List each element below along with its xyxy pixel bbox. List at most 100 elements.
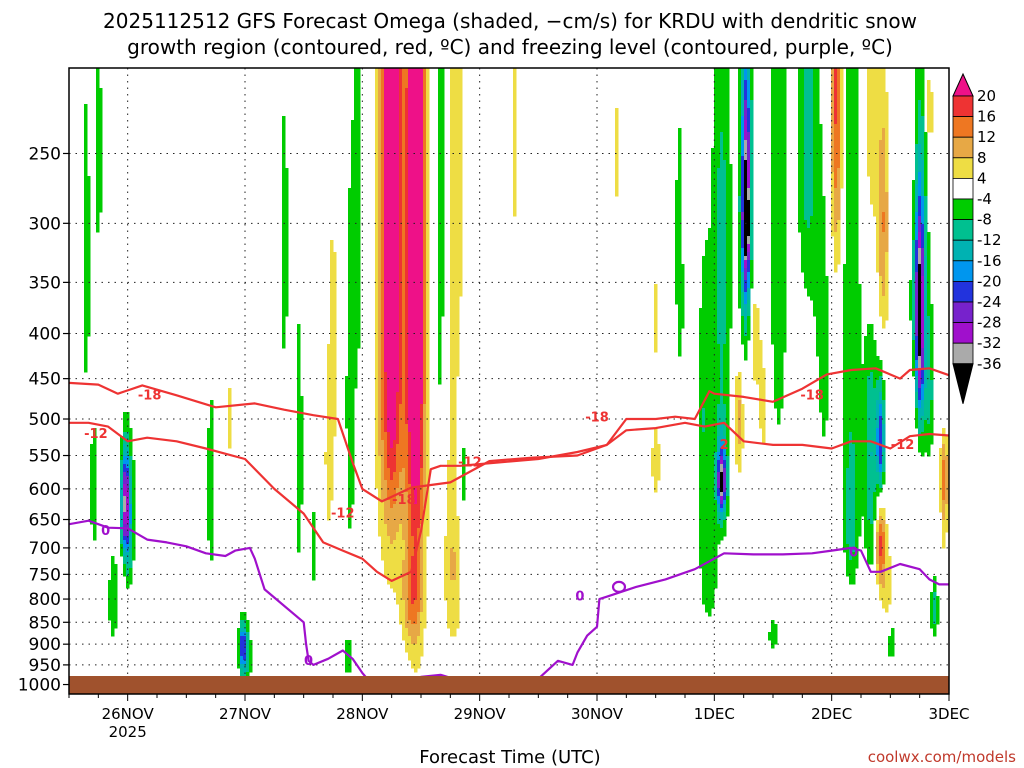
omega-cell [375, 88, 379, 93]
omega-cell [285, 312, 289, 317]
omega-cell [708, 360, 712, 365]
omega-cell [438, 308, 442, 313]
omega-cell [417, 220, 421, 225]
omega-cell [387, 172, 391, 177]
omega-cell [387, 324, 391, 329]
omega-cell [678, 336, 682, 341]
omega-cell [390, 72, 394, 77]
omega-cell [387, 400, 391, 405]
omega-cell [282, 264, 286, 269]
omega-cell [708, 368, 712, 373]
omega-cell [453, 504, 457, 509]
omega-cell [426, 324, 430, 329]
omega-cell [93, 508, 97, 513]
omega-cell [405, 280, 409, 285]
omega-cell [327, 380, 331, 385]
omega-cell [405, 376, 409, 381]
omega-cell [240, 612, 244, 617]
omega-cell [414, 108, 418, 113]
omega-cell [702, 540, 706, 545]
omega-cell [678, 172, 682, 177]
omega-cell [711, 148, 715, 153]
omega-cell [420, 264, 424, 269]
omega-cell [84, 184, 88, 189]
omega-cell [417, 204, 421, 209]
omega-cell [417, 480, 421, 485]
omega-cell [87, 208, 91, 213]
omega-cell [399, 212, 403, 217]
omega-cell [426, 200, 430, 205]
omega-cell [111, 592, 115, 597]
omega-cell [705, 328, 709, 333]
omega-cell [705, 452, 709, 457]
omega-cell [681, 304, 685, 309]
omega-cell [702, 264, 706, 269]
omega-cell [654, 288, 658, 293]
omega-cell [414, 572, 418, 577]
omega-cell [411, 624, 415, 629]
omega-cell [402, 428, 406, 433]
omega-cell [459, 128, 463, 133]
omega-cell [84, 180, 88, 185]
omega-cell [705, 360, 709, 365]
omega-cell [408, 500, 412, 505]
omega-cell [396, 188, 400, 193]
omega-cell [390, 272, 394, 277]
omega-cell [396, 256, 400, 261]
omega-cell [447, 496, 451, 501]
omega-cell [393, 328, 397, 333]
omega-cell [411, 552, 415, 557]
omega-cell [420, 280, 424, 285]
omega-cell [351, 432, 355, 437]
omega-cell [237, 644, 241, 649]
omega-cell [129, 532, 133, 537]
omega-cell [387, 124, 391, 129]
omega-cell [246, 624, 250, 629]
omega-cell [351, 236, 355, 241]
omega-cell [384, 568, 388, 573]
omega-cell [375, 452, 379, 457]
omega-cell [396, 312, 400, 317]
omega-cell [393, 412, 397, 417]
omega-cell [333, 332, 337, 337]
omega-cell [399, 460, 403, 465]
omega-cell [417, 448, 421, 453]
omega-cell [378, 396, 382, 401]
omega-cell [402, 568, 406, 573]
omega-cell [699, 500, 703, 505]
omega-cell [423, 332, 427, 337]
omega-cell [87, 200, 91, 205]
omega-cell [351, 280, 355, 285]
omega-cell [96, 88, 100, 93]
omega-cell [84, 188, 88, 193]
omega-cell [408, 292, 412, 297]
omega-cell [129, 436, 133, 441]
omega-cell [396, 464, 400, 469]
omega-cell [402, 512, 406, 517]
omega-cell [456, 72, 460, 77]
omega-cell [420, 284, 424, 289]
omega-cell [423, 620, 427, 625]
omega-cell [405, 236, 409, 241]
omega-cell [387, 556, 391, 561]
omega-cell [96, 72, 100, 77]
omega-cell [708, 412, 712, 417]
omega-cell [411, 72, 415, 77]
omega-cell [423, 364, 427, 369]
omega-cell [459, 184, 463, 189]
omega-cell [93, 472, 97, 477]
omega-cell [459, 136, 463, 141]
omega-cell [405, 108, 409, 113]
omega-cell [654, 332, 658, 337]
omega-cell [456, 368, 460, 373]
omega-cell [708, 548, 712, 553]
omega-cell [708, 456, 712, 461]
omega-cell [132, 556, 136, 561]
omega-cell [390, 484, 394, 489]
omega-cell [87, 216, 91, 221]
omega-cell [705, 540, 709, 545]
omega-cell [678, 284, 682, 289]
omega-cell [408, 576, 412, 581]
omega-cell [408, 476, 412, 481]
omega-cell [417, 504, 421, 509]
